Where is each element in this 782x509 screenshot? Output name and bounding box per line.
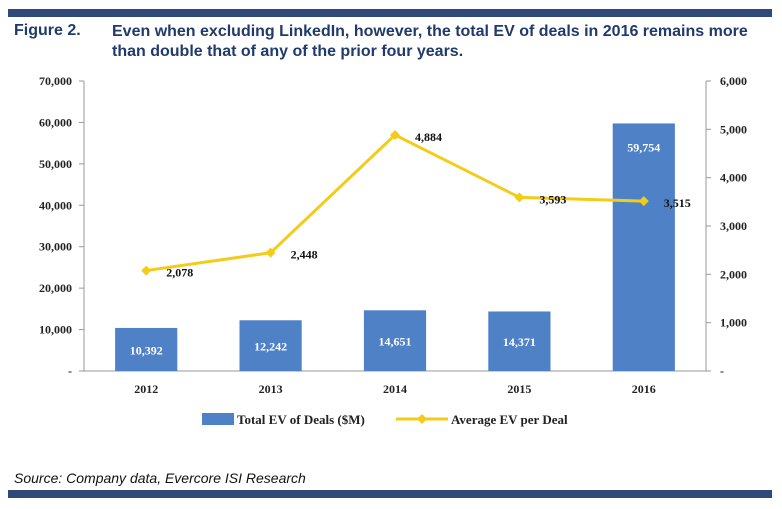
legend-line-marker [417,414,427,424]
right-axis-tick-label: - [720,364,724,378]
line-data-label: 3,593 [539,192,566,206]
left-axis-tick-label: 40,000 [39,198,72,212]
line-marker [390,129,400,140]
line-data-label: 3,515 [664,196,691,210]
legend-bar-swatch [202,413,234,425]
line-marker [141,265,152,276]
figure-label: Figure 2. [14,22,81,39]
bar-2012 [115,327,178,371]
bar-data-label: 12,242 [254,340,287,354]
bar-data-label: 59,754 [627,140,660,154]
bar-2016 [612,123,675,371]
line-marker [514,192,525,203]
line-data-label: 2,448 [291,248,318,262]
line-data-label: 2,078 [166,266,193,280]
bar-2015 [488,311,551,371]
line-marker [638,196,649,207]
bar-2013 [239,320,302,371]
bar-2014 [363,310,427,371]
right-axis-tick-label: 4,000 [720,171,747,185]
left-axis-tick-label: 20,000 [39,281,72,295]
category-label: 2014 [383,382,407,396]
line-marker [265,247,276,258]
left-axis-tick-label: 30,000 [39,240,72,254]
legend-bar-label: Total EV of Deals ($M) [237,412,365,427]
figure-title: Even when excluding LinkedIn, however, t… [112,23,748,60]
left-axis-tick-label: - [68,364,72,378]
bar-data-label: 14,651 [379,335,412,349]
bar-data-label: 14,371 [503,335,536,349]
line-data-label: 4,884 [415,130,442,144]
left-axis-tick-label: 10,000 [39,323,72,337]
right-axis-tick-label: 6,000 [720,74,747,88]
left-axis-tick-label: 50,000 [39,157,72,171]
category-label: 2012 [134,382,158,396]
right-axis-tick-label: 1,000 [720,316,747,330]
category-label: 2016 [632,382,656,396]
legend-line-label: Average EV per Deal [451,412,568,427]
right-axis-tick-label: 2,000 [720,267,747,281]
left-axis-tick-label: 70,000 [39,74,72,88]
category-label: 2015 [507,382,531,396]
left-axis-tick-label: 60,000 [39,115,72,129]
right-axis-tick-label: 3,000 [720,219,747,233]
source-note: Source: Company data, Evercore ISI Resea… [14,470,306,486]
bottom-rule [8,490,772,498]
average-ev-line [145,133,644,273]
bar-data-label: 10,392 [130,343,163,357]
top-rule [8,9,772,17]
right-axis-tick-label: 5,000 [720,122,747,136]
category-label: 2013 [259,382,283,396]
